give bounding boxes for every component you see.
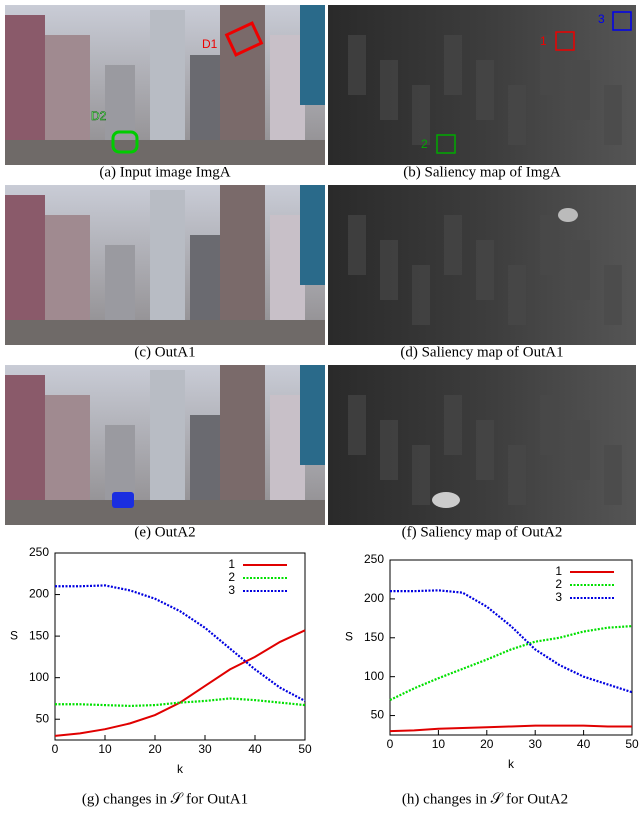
saliency-blob <box>444 215 462 275</box>
caption: (d) Saliency map of OutA1 <box>400 344 563 360</box>
legend-label: 3 <box>555 590 562 604</box>
series-line <box>55 585 305 701</box>
saliency-blob <box>540 395 558 455</box>
label-d2: D2 <box>91 109 107 123</box>
caption: (e) OutA2 <box>134 524 195 540</box>
building <box>300 185 325 285</box>
saliency-blob <box>348 215 366 275</box>
label-2: 2 <box>421 137 428 151</box>
y-axis-label: S <box>10 629 18 643</box>
label-3: 3 <box>598 12 605 26</box>
y-tick-label: 100 <box>29 670 49 684</box>
saliency-blob <box>572 240 590 300</box>
x-tick-label: 20 <box>148 742 162 756</box>
bright-spot <box>558 208 578 222</box>
label-d1: D1 <box>202 37 218 51</box>
y-tick-label: 250 <box>29 545 49 559</box>
building <box>300 365 325 465</box>
y-tick-label: 50 <box>36 711 50 725</box>
saliency-blob <box>380 420 398 480</box>
x-axis-label: k <box>508 757 515 771</box>
legend-label: 1 <box>228 557 235 571</box>
saliency-blob <box>572 420 590 480</box>
x-axis-label: k <box>177 762 184 776</box>
legend-label: 2 <box>555 577 562 591</box>
saliency-blob <box>604 265 622 325</box>
y-tick-label: 250 <box>364 552 384 566</box>
legend-label: 3 <box>228 583 235 597</box>
saliency-blob <box>604 85 622 145</box>
x-tick-label: 20 <box>480 737 494 751</box>
x-tick-label: 50 <box>298 742 312 756</box>
x-tick-label: 0 <box>52 742 59 756</box>
building <box>150 370 185 520</box>
series-line <box>390 590 632 692</box>
caption: (f) Saliency map of OutA2 <box>402 524 563 540</box>
saliency-blob <box>508 265 526 325</box>
saliency-blob <box>476 240 494 300</box>
saliency-blob <box>572 60 590 120</box>
legend-label: 2 <box>228 570 235 584</box>
plot-frame <box>55 553 305 740</box>
saliency-blob <box>540 215 558 275</box>
plot-frame <box>390 560 632 735</box>
label-1: 1 <box>540 34 547 48</box>
saliency-blob <box>380 60 398 120</box>
caption: (c) OutA1 <box>134 344 195 360</box>
saliency-blob <box>508 445 526 505</box>
street <box>5 320 325 345</box>
legend-label: 1 <box>555 564 562 578</box>
x-tick-label: 40 <box>248 742 262 756</box>
x-tick-label: 50 <box>625 737 639 751</box>
series-line <box>390 626 632 700</box>
caption: (a) Input image ImgA <box>99 164 230 180</box>
y-tick-label: 50 <box>371 708 385 722</box>
y-tick-label: 200 <box>364 591 384 605</box>
caption: (b) Saliency map of ImgA <box>403 164 561 180</box>
street <box>5 500 325 525</box>
saliency-blob <box>412 85 430 145</box>
series-line <box>55 630 305 736</box>
saliency-blob <box>508 85 526 145</box>
saliency-blob <box>476 420 494 480</box>
y-tick-label: 200 <box>29 587 49 601</box>
page: (a) Input image ImgA (b) Saliency map of … <box>0 0 640 815</box>
x-tick-label: 10 <box>432 737 446 751</box>
saliency-blob <box>444 395 462 455</box>
saliency-blob <box>412 265 430 325</box>
y-axis-label: S <box>345 630 353 644</box>
x-tick-label: 10 <box>98 742 112 756</box>
building <box>150 190 185 340</box>
chart-caption: (h) changes in 𝒮 for OutA2 <box>402 791 568 807</box>
saliency-blob <box>444 35 462 95</box>
x-tick-label: 30 <box>529 737 543 751</box>
y-tick-label: 100 <box>364 669 384 683</box>
x-tick-label: 40 <box>577 737 591 751</box>
y-tick-label: 150 <box>29 628 49 642</box>
y-tick-label: 150 <box>364 630 384 644</box>
x-tick-label: 0 <box>387 737 394 751</box>
blue-car <box>112 492 134 508</box>
bright-spot <box>432 492 460 508</box>
figure: (a) Input image ImgA (b) Saliency map of … <box>0 0 640 815</box>
x-tick-label: 30 <box>198 742 212 756</box>
street <box>5 140 325 165</box>
building <box>300 5 325 105</box>
building <box>150 10 185 160</box>
saliency-blob <box>348 395 366 455</box>
saliency-blob <box>476 60 494 120</box>
series-line <box>390 726 632 731</box>
saliency-blob <box>412 445 430 505</box>
saliency-blob <box>604 445 622 505</box>
saliency-blob <box>380 240 398 300</box>
chart-caption: (g) changes in 𝒮 for OutA1 <box>82 791 248 807</box>
saliency-blob <box>348 35 366 95</box>
